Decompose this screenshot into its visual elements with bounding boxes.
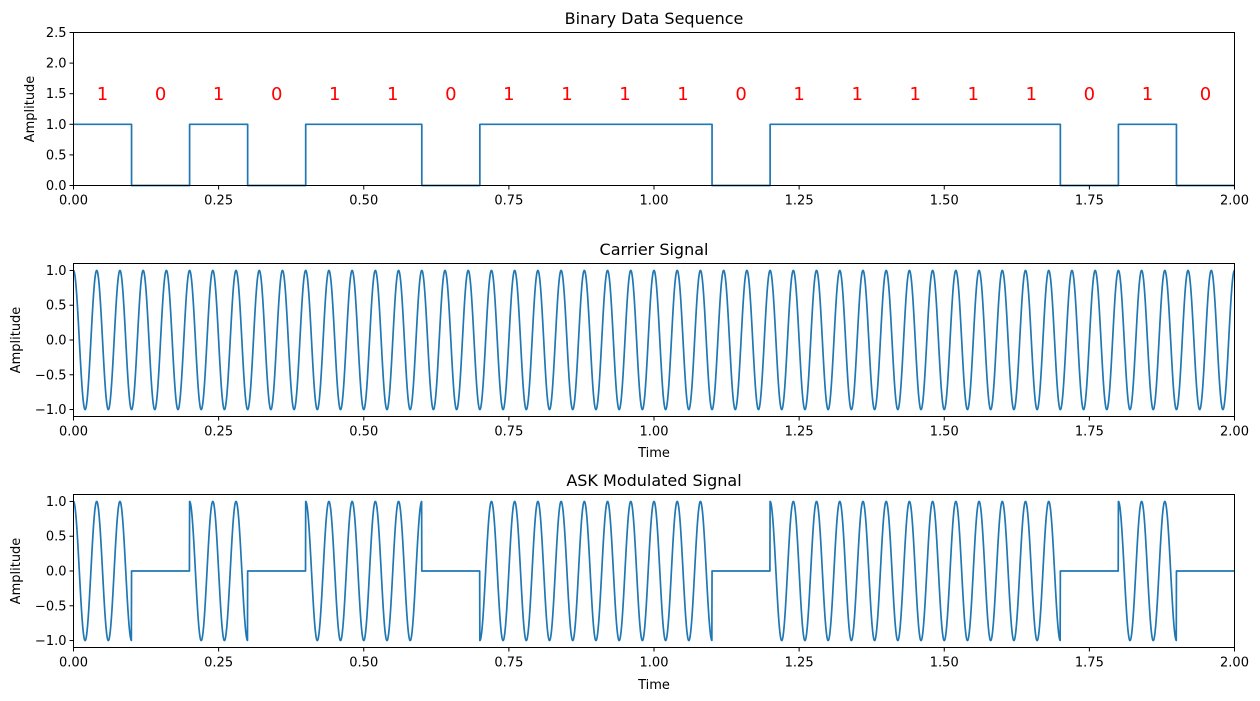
binary-signal-line: [73, 123, 1235, 187]
bit-label: 0: [445, 84, 456, 105]
bit-label: 1: [968, 84, 979, 105]
binary-x-ticks: 0.00 0.25 0.50 0.75 1.00 1.25 1.50 1.75 2.00: [59, 185, 1249, 209]
ask-panel-ylabel: Amplitude: [9, 538, 24, 605]
x-tick-label: 0.00: [59, 656, 88, 671]
x-tick-label: 0.50: [349, 194, 378, 209]
y-tick-label: −1.0: [35, 634, 67, 649]
bit-label: 1: [851, 84, 862, 105]
x-tick-label: 0.25: [204, 656, 233, 671]
carrier-panel-title: Carrier Signal: [600, 240, 709, 259]
x-tick-label: 2.00: [1220, 425, 1249, 440]
x-tick-label: 0.50: [349, 656, 378, 671]
carrier-x-ticks: 0.00 0.25 0.50 0.75 1.00 1.25 1.50 1.75 2.00: [59, 416, 1249, 440]
bit-label: 1: [619, 84, 630, 105]
carrier-axes-frame: [73, 263, 1235, 417]
bit-label: 1: [387, 84, 398, 105]
x-tick-label: 2.00: [1220, 194, 1249, 209]
x-tick-label: 1.00: [640, 194, 669, 209]
ask-panel-xlabel: Time: [637, 678, 670, 693]
x-tick-label: 0.25: [204, 425, 233, 440]
x-tick-label: 1.25: [785, 194, 814, 209]
bit-label: 1: [1142, 84, 1153, 105]
x-tick-label: 0.75: [494, 656, 523, 671]
y-tick-label: 2.5: [46, 26, 67, 41]
ask-panel-title: ASK Modulated Signal: [566, 471, 741, 490]
bit-label: 1: [793, 84, 804, 105]
bit-label: 1: [503, 84, 514, 105]
bit-label: 1: [97, 84, 108, 105]
y-tick-label: 1.0: [46, 118, 67, 133]
ask-signal-line: [72, 500, 1236, 642]
x-tick-label: 1.50: [930, 656, 959, 671]
carrier-panel-xlabel: Time: [637, 446, 670, 461]
bit-label: 0: [155, 84, 166, 105]
bit-label: 1: [329, 84, 340, 105]
x-tick-label: 1.75: [1075, 425, 1104, 440]
x-tick-label: 2.00: [1220, 656, 1249, 671]
y-tick-label: 0.5: [46, 148, 67, 163]
x-tick-label: 1.00: [640, 425, 669, 440]
x-tick-label: 0.75: [494, 425, 523, 440]
x-tick-label: 0.25: [204, 194, 233, 209]
x-tick-label: 0.50: [349, 425, 378, 440]
x-tick-label: 1.50: [930, 194, 959, 209]
x-tick-label: 1.50: [930, 425, 959, 440]
bit-label: 1: [677, 84, 688, 105]
y-tick-label: 1.0: [46, 264, 67, 279]
bit-label: 0: [735, 84, 746, 105]
x-tick-label: 0.00: [59, 425, 88, 440]
y-tick-label: 0.0: [46, 179, 67, 194]
x-tick-label: 0.75: [494, 194, 523, 209]
ask-y-ticks: 1.0 0.5 0.0 −0.5 −1.0: [35, 495, 74, 649]
bit-label: 1: [213, 84, 224, 105]
y-tick-label: 1.0: [46, 495, 67, 510]
binary-y-ticks: 0.0 0.5 1.0 1.5 2.0 2.5: [46, 26, 74, 194]
y-tick-label: −1.0: [35, 403, 67, 418]
bit-label: 0: [1084, 84, 1095, 105]
y-tick-label: 1.5: [46, 87, 67, 102]
x-tick-label: 1.75: [1075, 656, 1104, 671]
y-tick-label: 0.5: [46, 299, 67, 314]
binary-axes-frame: [73, 32, 1235, 186]
y-tick-label: 0.5: [46, 530, 67, 545]
x-tick-label: 1.25: [785, 656, 814, 671]
y-tick-label: 0.0: [46, 334, 67, 349]
carrier-panel: Carrier Signal Amplitude Time 0.00 0.25 0.…: [9, 240, 1249, 461]
bit-label: 1: [909, 84, 920, 105]
x-tick-label: 1.75: [1075, 194, 1104, 209]
binary-panel-title: Binary Data Sequence: [565, 9, 744, 28]
bit-label: 1: [1026, 84, 1037, 105]
bit-label: 0: [271, 84, 282, 105]
ask-x-ticks: 0.00 0.25 0.50 0.75 1.00 1.25 1.50 1.75 2.00: [59, 647, 1249, 671]
bit-label: 0: [1200, 84, 1211, 105]
y-tick-label: 0.0: [46, 565, 67, 580]
carrier-signal-line: [72, 269, 1236, 411]
y-tick-label: 2.0: [46, 57, 67, 72]
carrier-y-ticks: 1.0 0.5 0.0 −0.5 −1.0: [35, 264, 74, 418]
x-tick-label: 0.00: [59, 194, 88, 209]
y-tick-label: −0.5: [35, 368, 67, 383]
x-tick-label: 1.00: [640, 656, 669, 671]
ask-panel: ASK Modulated Signal Amplitude Time 0.00…: [9, 471, 1249, 693]
ask-axes-frame: [73, 494, 1235, 648]
bit-label: 1: [561, 84, 572, 105]
binary-panel-ylabel: Amplitude: [23, 76, 38, 143]
carrier-panel-ylabel: Amplitude: [9, 307, 24, 374]
bit-labels: 1 0 1 0 1 1 0 1 1 1 1 0 1 1 1 1 1 0 1 0: [97, 84, 1211, 105]
y-tick-label: −0.5: [35, 599, 67, 614]
x-tick-label: 1.25: [785, 425, 814, 440]
